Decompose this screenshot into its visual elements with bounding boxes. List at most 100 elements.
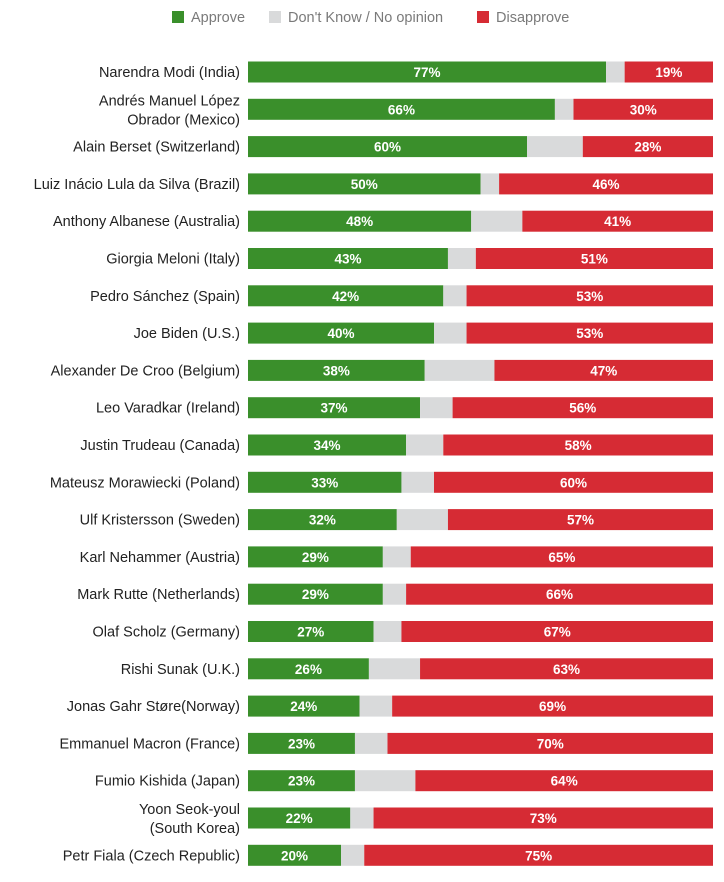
- category-label: Olaf Scholz (Germany): [93, 625, 240, 641]
- bar-segment-approve: [248, 285, 444, 307]
- data-label-approve: 43%: [334, 252, 361, 267]
- bar-row: Yoon Seok-youl (South Korea) 22% 73%: [139, 802, 713, 837]
- data-label-disapprove: 19%: [655, 65, 682, 80]
- category-label: Alain Berset (Switzerland): [73, 140, 240, 156]
- bar-segment-approve: [248, 695, 360, 717]
- bar-segment-disapprove: [373, 807, 713, 829]
- data-label-approve: 24%: [290, 699, 317, 714]
- bar-row: Giorgia Meloni (Italy) 43% 51%: [106, 248, 713, 269]
- bar-segment-approve: [248, 621, 374, 642]
- category-label: Alexander De Croo (Belgium): [51, 363, 240, 379]
- bar-segment-neutral: [424, 359, 495, 381]
- bar-segment-neutral: [396, 509, 448, 531]
- bar-segment-approve: [248, 807, 351, 829]
- data-label-disapprove: 60%: [560, 475, 587, 490]
- bar-segment-disapprove: [494, 359, 713, 381]
- bar-row: Emmanuel Macron (France) 23% 70%: [60, 732, 713, 754]
- category-label: Mark Rutte (Netherlands): [77, 587, 240, 603]
- bar-segment-neutral: [354, 732, 388, 754]
- data-label-approve: 27%: [297, 625, 324, 640]
- category-label: Leo Varadkar (Ireland): [96, 401, 240, 417]
- legend-label-approve: Approve: [191, 10, 245, 26]
- data-label-approve: 42%: [332, 289, 359, 304]
- bar-segment-neutral: [527, 136, 583, 158]
- bar-segment-approve: [248, 61, 607, 83]
- data-label-disapprove: 47%: [590, 363, 617, 378]
- data-label-approve: 77%: [414, 65, 441, 80]
- category-label: Fumio Kishida (Japan): [95, 774, 240, 790]
- data-label-disapprove: 58%: [565, 438, 592, 453]
- bar-row: Karl Nehammer (Austria) 29% 65%: [80, 546, 713, 568]
- data-label-approve: 32%: [309, 513, 336, 528]
- data-label-approve: 48%: [346, 214, 373, 229]
- bar-segment-disapprove: [522, 210, 713, 232]
- bar-row: Joe Biden (U.S.) 40% 53%: [134, 322, 713, 344]
- data-label-disapprove: 41%: [604, 214, 631, 229]
- category-label: Jonas Gahr Støre(Norway): [67, 699, 240, 715]
- bar-segment-disapprove: [499, 173, 713, 195]
- bar-row: Anthony Albanese (Australia) 48% 41%: [53, 210, 713, 232]
- category-label: Pedro Sánchez (Spain): [90, 289, 240, 305]
- data-label-disapprove: 70%: [537, 736, 564, 751]
- bar-segment-neutral: [447, 248, 476, 269]
- category-label-line: (South Korea): [150, 821, 240, 837]
- bar-segment-neutral: [382, 583, 407, 605]
- bar-segment-neutral: [382, 546, 411, 568]
- bar-row: Luiz Inácio Lula da Silva (Brazil) 50% 46%: [34, 173, 713, 195]
- legend-item-neutral: Don't Know / No opinion: [269, 10, 443, 26]
- data-label-approve: 60%: [374, 140, 401, 155]
- data-label-approve: 34%: [314, 438, 341, 453]
- data-label-approve: 38%: [323, 363, 350, 378]
- bar-segment-approve: [248, 359, 425, 381]
- bar-segment-approve: [248, 583, 383, 605]
- bar-row: Petr Fiala (Czech Republic) 20% 75%: [63, 844, 713, 866]
- data-label-disapprove: 67%: [544, 625, 571, 640]
- category-label: Justin Trudeau (Canada): [80, 438, 240, 454]
- bar-segment-neutral: [354, 770, 416, 792]
- bar-segment-disapprove: [392, 695, 713, 717]
- bar-segment-disapprove: [420, 658, 713, 680]
- bar-segment-approve: [248, 173, 481, 195]
- bar-row: Alexander De Croo (Belgium) 38% 47%: [51, 359, 713, 381]
- data-label-disapprove: 65%: [548, 550, 575, 565]
- legend-label-neutral: Don't Know / No opinion: [288, 10, 443, 26]
- bar-segment-disapprove: [466, 285, 713, 307]
- data-label-disapprove: 51%: [581, 252, 608, 267]
- bar-segment-disapprove: [387, 732, 713, 754]
- data-label-disapprove: 28%: [634, 140, 661, 155]
- bar-segment-disapprove: [443, 434, 713, 456]
- category-label: Giorgia Meloni (Italy): [106, 252, 240, 268]
- data-label-disapprove: 57%: [567, 513, 594, 528]
- bar-row: Mateusz Morawiecki (Poland) 33% 60%: [50, 471, 713, 493]
- bar-segment-disapprove: [415, 770, 713, 792]
- legend-item-approve: Approve: [172, 10, 245, 26]
- bar-segment-approve: [248, 136, 527, 158]
- bar-segment-disapprove: [447, 509, 713, 531]
- bar-segment-disapprove: [624, 61, 713, 83]
- bar-segment-approve: [248, 397, 421, 419]
- bar-segment-neutral: [420, 397, 453, 419]
- data-label-approve: 40%: [327, 326, 354, 341]
- chart-rows: Narendra Modi (India) 77% 19% Andrés Manuel…: [34, 61, 713, 866]
- bar-row: Justin Trudeau (Canada) 34% 58%: [80, 434, 713, 456]
- category-label: Joe Biden (U.S.): [134, 326, 240, 342]
- data-label-approve: 23%: [288, 774, 315, 789]
- bar-segment-neutral: [350, 807, 374, 829]
- category-label: Petr Fiala (Czech Republic): [63, 848, 240, 864]
- data-label-disapprove: 63%: [553, 662, 580, 677]
- data-label-approve: 66%: [388, 102, 415, 117]
- bar-row: Jonas Gahr Støre(Norway) 24% 69%: [67, 695, 713, 717]
- bar-segment-neutral: [341, 844, 365, 866]
- data-label-approve: 37%: [321, 401, 348, 416]
- bar-segment-approve: [248, 98, 555, 120]
- data-label-disapprove: 30%: [630, 102, 657, 117]
- bar-segment-disapprove: [475, 248, 713, 269]
- bar-row: Ulf Kristersson (Sweden) 32% 57%: [80, 509, 713, 531]
- data-label-approve: 22%: [286, 811, 313, 826]
- bar-segment-approve: [248, 471, 402, 493]
- bar-segment-neutral: [401, 471, 434, 493]
- bar-segment-disapprove: [410, 546, 713, 568]
- data-label-approve: 29%: [302, 587, 329, 602]
- category-label: Karl Nehammer (Austria): [80, 550, 240, 566]
- bar-segment-neutral: [443, 285, 467, 307]
